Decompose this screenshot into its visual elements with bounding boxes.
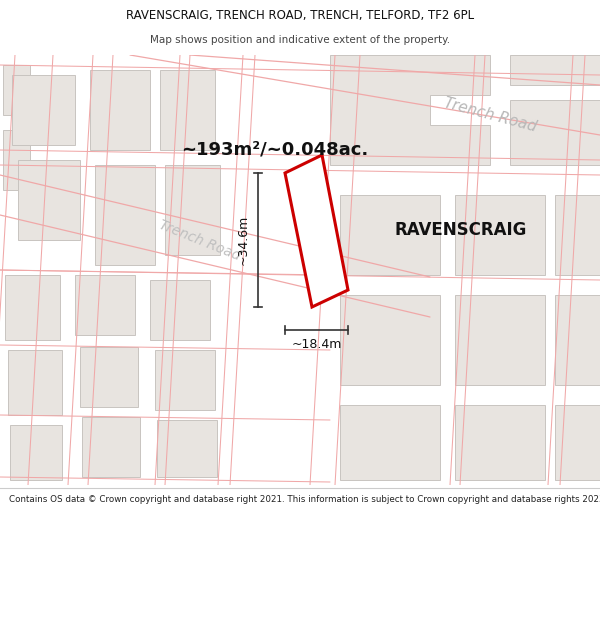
Polygon shape	[165, 165, 220, 255]
Polygon shape	[510, 100, 600, 165]
Polygon shape	[510, 55, 600, 85]
Polygon shape	[340, 295, 440, 385]
Polygon shape	[455, 295, 545, 385]
Polygon shape	[455, 405, 545, 480]
Polygon shape	[130, 55, 600, 135]
Polygon shape	[330, 55, 490, 165]
Polygon shape	[340, 405, 440, 480]
Text: Trench Road: Trench Road	[157, 217, 243, 262]
Polygon shape	[150, 280, 210, 340]
Text: Map shows position and indicative extent of the property.: Map shows position and indicative extent…	[150, 34, 450, 44]
Polygon shape	[340, 195, 440, 275]
Polygon shape	[555, 295, 600, 385]
Polygon shape	[3, 65, 30, 115]
Polygon shape	[0, 175, 430, 317]
Text: ~193m²/~0.048ac.: ~193m²/~0.048ac.	[181, 141, 368, 159]
Polygon shape	[12, 75, 75, 145]
Polygon shape	[3, 130, 30, 190]
Polygon shape	[5, 275, 60, 340]
Polygon shape	[157, 420, 217, 477]
Polygon shape	[10, 425, 62, 480]
Polygon shape	[555, 195, 600, 275]
Polygon shape	[18, 160, 80, 240]
Polygon shape	[8, 350, 62, 415]
Polygon shape	[95, 165, 155, 265]
Polygon shape	[455, 195, 545, 275]
Text: Trench Road: Trench Road	[442, 96, 538, 134]
Text: RAVENSCRAIG: RAVENSCRAIG	[395, 221, 527, 239]
Polygon shape	[555, 405, 600, 480]
Text: ~34.6m: ~34.6m	[237, 215, 250, 265]
Polygon shape	[160, 70, 215, 150]
Text: Contains OS data © Crown copyright and database right 2021. This information is : Contains OS data © Crown copyright and d…	[9, 495, 600, 504]
Text: ~18.4m: ~18.4m	[292, 338, 341, 351]
Polygon shape	[80, 347, 138, 407]
Polygon shape	[75, 275, 135, 335]
Polygon shape	[155, 350, 215, 410]
Polygon shape	[90, 70, 150, 150]
Polygon shape	[82, 417, 140, 477]
Polygon shape	[285, 155, 348, 307]
Text: RAVENSCRAIG, TRENCH ROAD, TRENCH, TELFORD, TF2 6PL: RAVENSCRAIG, TRENCH ROAD, TRENCH, TELFOR…	[126, 9, 474, 22]
